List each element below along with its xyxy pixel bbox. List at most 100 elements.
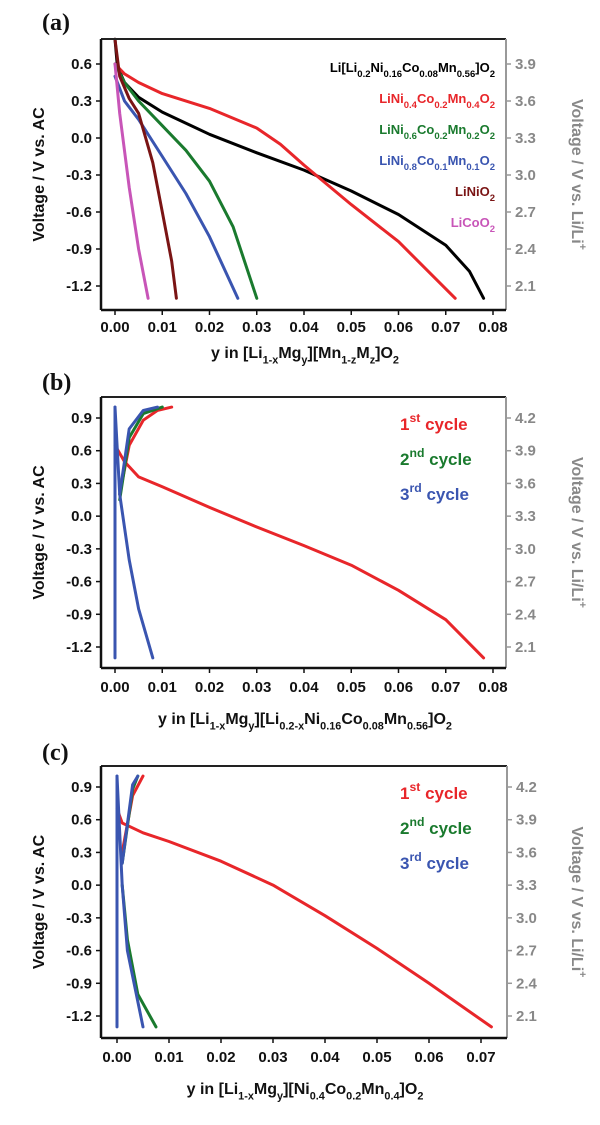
y-right-tick-label: 3.9	[515, 443, 536, 460]
series-line	[113, 37, 178, 300]
x-tick-label: 0.03	[242, 679, 271, 696]
y-right-tick-label: 2.4	[516, 975, 538, 992]
x-tick-label: 0.05	[337, 679, 366, 696]
y-tick-label: 0.6	[71, 812, 92, 829]
y-right-tick-label: 3.0	[515, 541, 536, 558]
legend-entry: LiCoO2	[451, 215, 495, 235]
y-tick-label: -0.9	[66, 241, 92, 258]
y-tick-label: 0.6	[71, 443, 92, 460]
y-right-tick-label: 2.4	[515, 241, 537, 258]
y-right-tick-label: 4.2	[516, 779, 537, 796]
y-right-tick-label: 3.3	[515, 130, 536, 147]
y-right-tick-label: 3.6	[516, 844, 537, 861]
series-line	[113, 62, 150, 300]
y-right-tick-label: 3.0	[515, 167, 536, 184]
y-tick-label: 0.9	[71, 779, 92, 796]
y-right-axis-title: Voltage / V vs. Li/Li+	[568, 99, 588, 250]
x-tick-label: 0.08	[478, 679, 507, 696]
panel-c: (c) 0.00 0.01 0.02 0.03 0.04 0.05 0.06 0.07 0.9 4.…	[31, 740, 588, 1103]
legend-entry: 2nd cycle	[400, 815, 472, 838]
series-line	[115, 774, 145, 1029]
y-right-tick-label: 2.1	[515, 278, 536, 295]
y-right-tick-label: 2.7	[516, 943, 537, 960]
legend-entry: 1st cycle	[400, 411, 468, 434]
x-axis-title: y in [Li1-xMgy][Li0.2-xNi0.16Co0.08Mn0.5…	[158, 711, 452, 733]
x-tick-label: 0.02	[195, 679, 224, 696]
y-tick-label: -0.6	[66, 204, 92, 221]
panel-b: (b) 0.00 0.01 0.02 0.03 0.04 0.05 0.06 0.07 0.08 0…	[31, 370, 588, 733]
legend-entry: 3rd cycle	[400, 850, 469, 873]
legend-entry: 2nd cycle	[400, 446, 472, 469]
legend-entry: LiNiO2	[455, 184, 495, 204]
series-line	[113, 62, 259, 300]
panel-label: (b)	[42, 370, 71, 396]
x-tick-label: 0.04	[310, 1049, 340, 1066]
x-tick-label: 0.05	[362, 1049, 391, 1066]
y-right-tick-label: 2.4	[515, 606, 537, 623]
x-tick-label: 0.02	[206, 1049, 235, 1066]
x-tick-label: 0.00	[100, 679, 129, 696]
x-tick-label: 0.01	[148, 319, 177, 336]
y-right-tick-label: 3.3	[516, 877, 537, 894]
legend-entry: LiNi0.4Co0.2Mn0.4O2	[379, 91, 495, 111]
y-tick-label: -0.3	[66, 167, 92, 184]
x-tick-label: 0.00	[102, 1049, 131, 1066]
y-right-axis-title: Voltage / V vs. Li/Li+	[568, 457, 588, 608]
x-axis-title: y in [Li1-xMgy][Ni0.4Co0.2Mn0.4]O2	[187, 1081, 424, 1103]
panel-a: (a) 0.00 0.01 0.02 0.03 0.04 0.05 0.06 0.07 0.08 0…	[31, 10, 588, 367]
panel-label: (c)	[42, 740, 69, 766]
y-axis-title: Voltage / V vs. AC	[31, 834, 48, 969]
y-tick-label: -0.9	[66, 975, 92, 992]
y-tick-label: -0.3	[66, 541, 92, 558]
y-right-tick-label: 2.7	[515, 204, 536, 221]
x-tick-label: 0.08	[478, 319, 507, 336]
series-line	[113, 74, 240, 300]
y-right-tick-label: 3.9	[515, 56, 536, 73]
y-axis-title: Voltage / V vs. AC	[31, 465, 48, 600]
x-tick-label: 0.07	[466, 1049, 495, 1066]
x-tick-label: 0.07	[431, 679, 460, 696]
y-tick-label: -0.6	[66, 574, 92, 591]
y-tick-label: -1.2	[66, 1008, 92, 1025]
x-tick-label: 0.03	[242, 319, 271, 336]
x-tick-label: 0.04	[289, 319, 319, 336]
y-right-tick-label: 4.2	[515, 410, 536, 427]
y-right-tick-label: 2.7	[515, 574, 536, 591]
y-right-tick-label: 2.1	[515, 639, 536, 656]
x-tick-label: 0.01	[148, 679, 177, 696]
y-tick-label: -0.3	[66, 910, 92, 927]
legend-entry: 3rd cycle	[400, 481, 469, 504]
y-right-tick-label: 2.1	[516, 1008, 537, 1025]
x-tick-label: 0.05	[337, 319, 366, 336]
y-tick-label: 0.6	[71, 56, 92, 73]
x-axis-title: y in [Li1-xMgy][Mn1-zMz]O2	[211, 345, 399, 367]
y-tick-label: 0.3	[71, 844, 92, 861]
y-axis-title: Voltage / V vs. AC	[31, 107, 48, 242]
legend-entry: Li[Li0.2Ni0.16Co0.08Mn0.56]O2	[330, 60, 495, 80]
x-tick-label: 0.04	[289, 679, 319, 696]
legend-entry: 1st cycle	[400, 780, 468, 803]
series-line	[113, 443, 486, 660]
y-tick-label: 0.9	[71, 410, 92, 427]
y-tick-label: 0.0	[71, 877, 92, 894]
x-tick-label: 0.06	[414, 1049, 443, 1066]
series-line	[118, 405, 159, 496]
y-right-tick-label: 3.9	[516, 812, 537, 829]
y-tick-label: 0.0	[71, 130, 92, 147]
y-tick-label: -1.2	[66, 639, 92, 656]
x-tick-label: 0.06	[384, 679, 413, 696]
y-tick-label: 0.0	[71, 508, 92, 525]
y-right-tick-label: 3.0	[516, 910, 537, 927]
legend-entry: LiNi0.6Co0.2Mn0.2O2	[379, 122, 495, 142]
y-right-tick-label: 3.3	[515, 508, 536, 525]
x-tick-label: 0.02	[195, 319, 224, 336]
y-tick-label: -1.2	[66, 278, 92, 295]
x-tick-label: 0.00	[100, 319, 129, 336]
y-tick-label: 0.3	[71, 475, 92, 492]
x-tick-label: 0.01	[154, 1049, 183, 1066]
series-line	[113, 62, 457, 300]
y-right-tick-label: 3.6	[515, 93, 536, 110]
series-line	[113, 405, 155, 660]
y-tick-label: 0.3	[71, 93, 92, 110]
